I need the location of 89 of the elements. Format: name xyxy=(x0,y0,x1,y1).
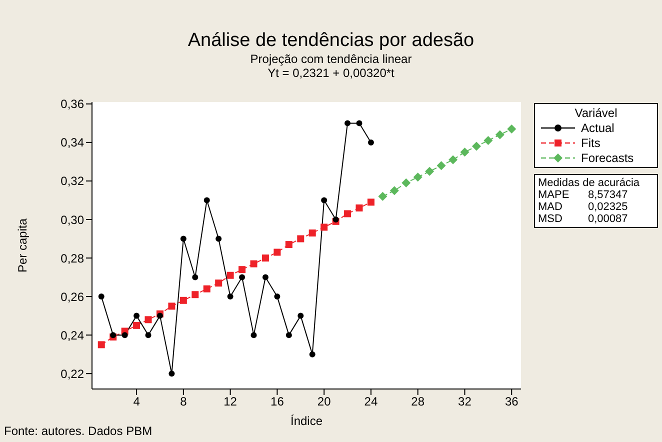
point xyxy=(448,155,458,164)
x-tick-label: 20 xyxy=(317,394,332,409)
legend-label: Fits xyxy=(581,136,600,150)
y-tick-label: 0,34 xyxy=(60,136,84,150)
point xyxy=(321,197,328,204)
y-tick-label: 0,28 xyxy=(60,251,84,266)
legend-label: Actual xyxy=(581,120,614,134)
point xyxy=(250,260,258,268)
legend-title: Variável xyxy=(574,106,618,120)
point xyxy=(274,248,281,256)
point xyxy=(216,236,222,242)
point xyxy=(204,197,210,204)
point xyxy=(436,161,446,170)
y-tick-label: 0,24 xyxy=(60,328,84,342)
text: 0,00087 xyxy=(588,213,628,225)
point xyxy=(402,178,411,188)
point xyxy=(460,148,470,157)
x-tick-label: 32 xyxy=(458,394,472,409)
y-tick-label: 0,30 xyxy=(60,212,84,227)
x-tick-label: 8 xyxy=(180,394,188,409)
point xyxy=(192,274,198,280)
point xyxy=(98,294,104,300)
point xyxy=(262,254,269,262)
y-axis-title: Per capita xyxy=(15,218,30,273)
point xyxy=(356,120,362,126)
text: MAD xyxy=(538,201,564,213)
text: Medidas de acurácia xyxy=(538,177,641,189)
point xyxy=(238,266,246,274)
point xyxy=(308,229,316,236)
x-axis-title: Índice xyxy=(290,414,323,428)
legend-label: Forecasts xyxy=(581,150,634,164)
point xyxy=(425,166,434,176)
point xyxy=(378,192,388,201)
point xyxy=(239,274,246,280)
point xyxy=(226,272,234,279)
text: Yt = 0,2321 + 0,00320*t xyxy=(266,66,396,80)
x-tick-label: 36 xyxy=(504,394,519,409)
point xyxy=(262,274,268,280)
point xyxy=(344,120,351,126)
point xyxy=(134,312,140,319)
text: 0,02325 xyxy=(588,201,628,213)
y-tick-label: 0,36 xyxy=(60,97,84,112)
point xyxy=(495,130,504,140)
point xyxy=(472,142,481,151)
x-tick-label: 28 xyxy=(411,394,425,409)
point xyxy=(356,204,363,212)
point xyxy=(484,136,493,146)
point xyxy=(285,241,292,248)
y-tick-label: 0,26 xyxy=(60,290,84,304)
point xyxy=(286,332,292,338)
point xyxy=(344,210,352,218)
point xyxy=(413,172,422,182)
point xyxy=(250,332,257,338)
point xyxy=(368,139,374,146)
x-tick-label: 16 xyxy=(270,394,284,409)
x-tick-label: 12 xyxy=(224,394,238,409)
source-note: Fonte: autores. Dados PBM xyxy=(4,424,152,439)
x-tick-label: 4 xyxy=(133,394,140,409)
point xyxy=(98,341,105,348)
point xyxy=(390,186,399,196)
point xyxy=(133,322,140,329)
point xyxy=(215,280,222,287)
point xyxy=(320,224,328,231)
chart-title: Análise de tendências por adesão xyxy=(186,30,476,52)
point xyxy=(367,198,374,206)
point xyxy=(192,291,199,298)
y-tick-label: 0,32 xyxy=(60,174,84,188)
point xyxy=(203,285,210,292)
point xyxy=(122,332,128,338)
point xyxy=(227,294,234,300)
point xyxy=(168,370,175,377)
x-tick-label: 24 xyxy=(364,394,378,409)
text: 8,57347 xyxy=(588,189,628,201)
point xyxy=(180,296,187,304)
point xyxy=(145,332,152,338)
point xyxy=(507,124,516,134)
point xyxy=(168,302,176,310)
point xyxy=(309,351,316,358)
point xyxy=(156,312,163,319)
point xyxy=(297,235,304,242)
point xyxy=(144,316,152,324)
point xyxy=(274,294,280,300)
point xyxy=(332,216,339,222)
point xyxy=(180,236,186,242)
text: MAPE xyxy=(538,189,570,201)
chart-subtitle: Projeção com tendência linear xyxy=(249,52,413,66)
text: MSD xyxy=(538,213,564,225)
y-tick-label: 0,22 xyxy=(60,366,84,381)
point xyxy=(298,312,304,319)
